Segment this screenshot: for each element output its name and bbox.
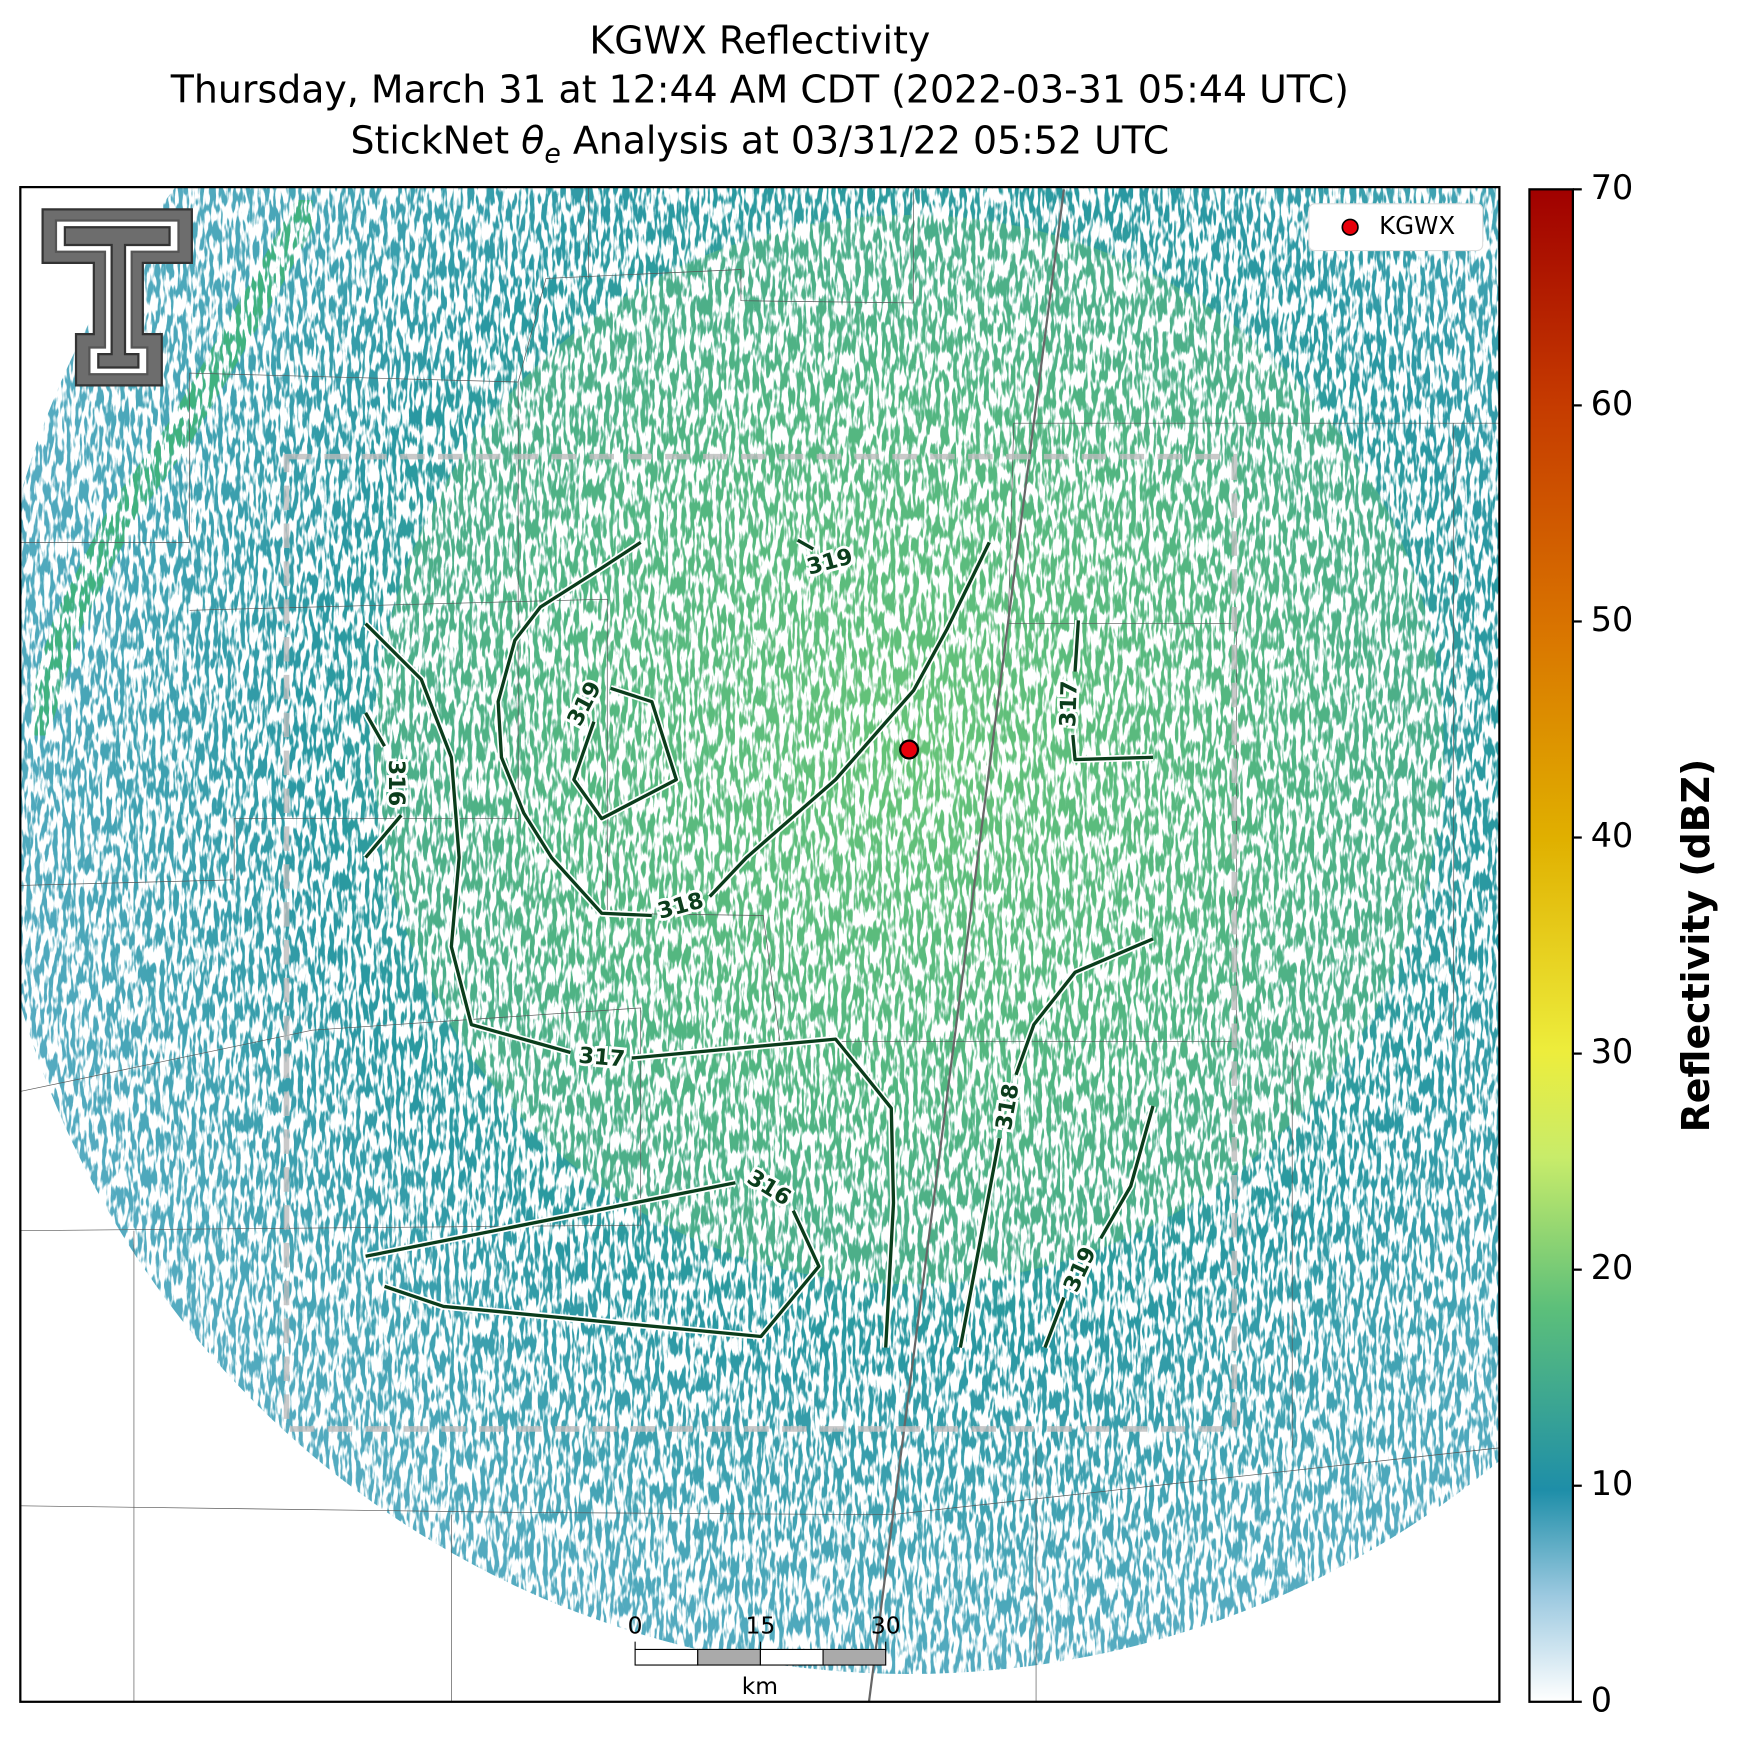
map-frame: [19, 185, 1501, 1703]
colorbar-tick-label: 0: [1591, 1680, 1612, 1719]
title-line: Thursday, March 31 at 12:44 AM CDT (2022…: [170, 67, 1349, 111]
storm-band: [20, 193, 325, 740]
colorbar-tick-label: 60: [1591, 384, 1634, 423]
scale-tick-label: 15: [746, 1612, 776, 1640]
colorbar-tick-label: 40: [1591, 816, 1634, 855]
county-lines: [20, 187, 1500, 1702]
analysis-domain: [283, 453, 1238, 1432]
scale-segment: [759, 1648, 824, 1666]
scale-bar: km 0 15 30: [628, 1612, 901, 1700]
scale-tick-label: 30: [871, 1612, 901, 1640]
colorbar: Reflectivity (dBZ) 0 10 20 30 40 50 60 70: [1528, 168, 1718, 1719]
contour-label: 317: [1055, 680, 1083, 727]
scale-segment: [822, 1648, 887, 1666]
legend-marker: [1341, 218, 1359, 236]
subtitle-part: e: [544, 139, 560, 170]
scale-unit: km: [742, 1672, 778, 1700]
ttu-logo: [41, 208, 193, 387]
colorbar-label: Reflectivity (dBZ): [1674, 759, 1718, 1133]
colorbar-tick-label: 20: [1591, 1248, 1634, 1287]
legend: KGWX: [1308, 203, 1484, 252]
subtitle: StickNet θe Analysis at 03/31/22 05:52 U…: [351, 119, 1170, 170]
legend-label: KGWX: [1379, 211, 1455, 240]
subtitle-part: Analysis at 03/31/22 05:52 UTC: [573, 119, 1169, 163]
scale-tick-label: 0: [628, 1612, 643, 1640]
contour-label: 317: [577, 1043, 626, 1073]
state-border: [867, 189, 1066, 1702]
radar-site: [899, 739, 920, 760]
colorbar-tick-label: 70: [1591, 168, 1634, 207]
colorbar-ramp: [1528, 188, 1574, 1703]
scale-segment: [697, 1648, 761, 1666]
contour-label: 316: [383, 760, 409, 806]
contour-label: 318: [991, 1082, 1025, 1132]
subtitle-part: StickNet: [351, 119, 510, 163]
colorbar-tick-label: 10: [1591, 1464, 1634, 1503]
legend-box: [1308, 203, 1484, 252]
contours: [362, 537, 1157, 1349]
colorbar-tick-label: 30: [1591, 1032, 1634, 1071]
scale-segment: [634, 1648, 699, 1666]
subtitle-part: [561, 119, 573, 163]
colorbar-tick-label: 50: [1591, 600, 1634, 639]
subtitle-part: θ: [521, 119, 544, 163]
title-line: KGWX Reflectivity: [589, 18, 930, 62]
